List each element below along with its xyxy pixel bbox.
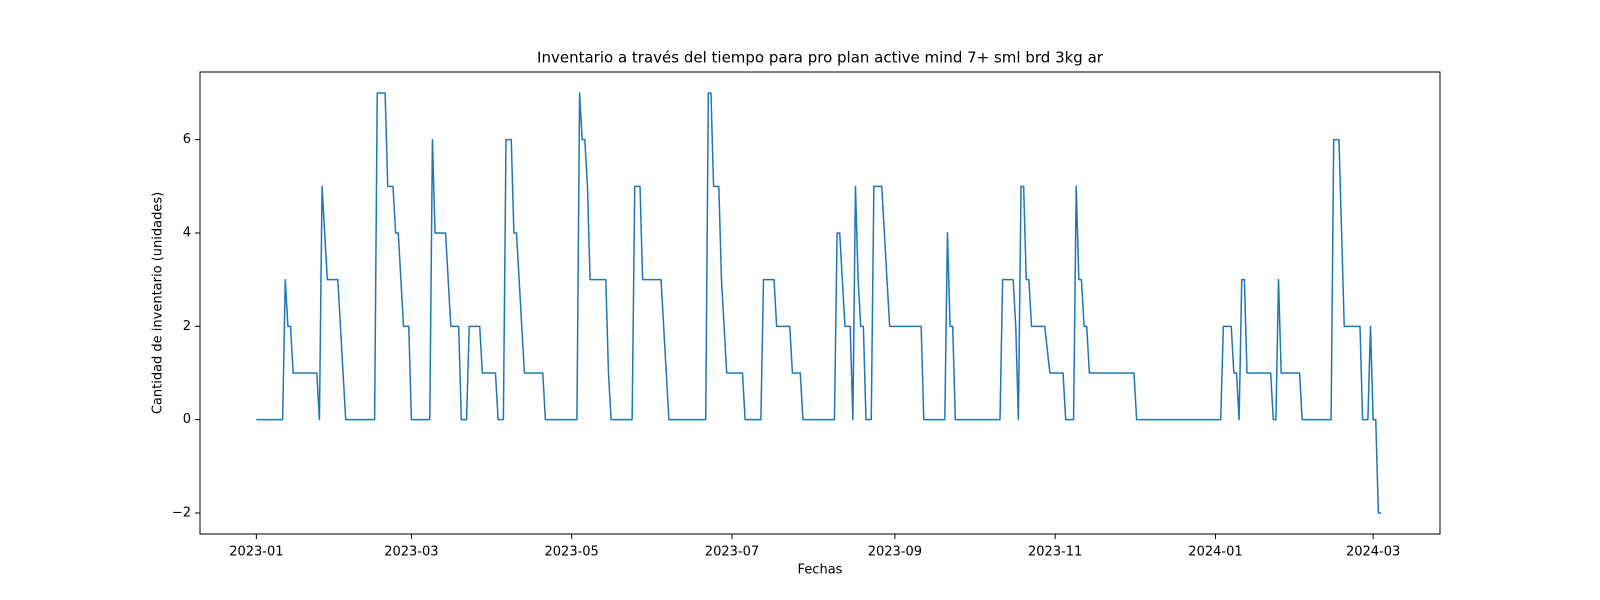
data-line <box>256 92 1382 514</box>
y-tick-label: 4 <box>183 226 191 241</box>
x-tick-label: 2024-03 <box>1346 545 1400 560</box>
chart-title: Inventario a través del tiempo para pro … <box>537 49 1104 67</box>
x-tick-label: 2023-09 <box>868 545 922 560</box>
x-axis-label: Fechas <box>798 563 843 578</box>
y-tick-label: 0 <box>183 412 191 427</box>
y-tick-label: 6 <box>183 132 191 147</box>
x-tick-label: 2023-05 <box>545 545 599 560</box>
x-tick-label: 2023-07 <box>705 545 759 560</box>
x-tick-label: 2023-03 <box>384 545 438 560</box>
x-tick-label: 2023-11 <box>1028 545 1082 560</box>
x-tick-label: 2023-01 <box>229 545 283 560</box>
y-axis-label: Cantidad de inventario (unidades) <box>151 192 166 414</box>
plot-frame <box>199 71 1441 535</box>
y-tick-label: −2 <box>172 506 191 521</box>
x-tick-label: 2024-01 <box>1188 545 1242 560</box>
y-tick-label: 2 <box>183 319 191 334</box>
